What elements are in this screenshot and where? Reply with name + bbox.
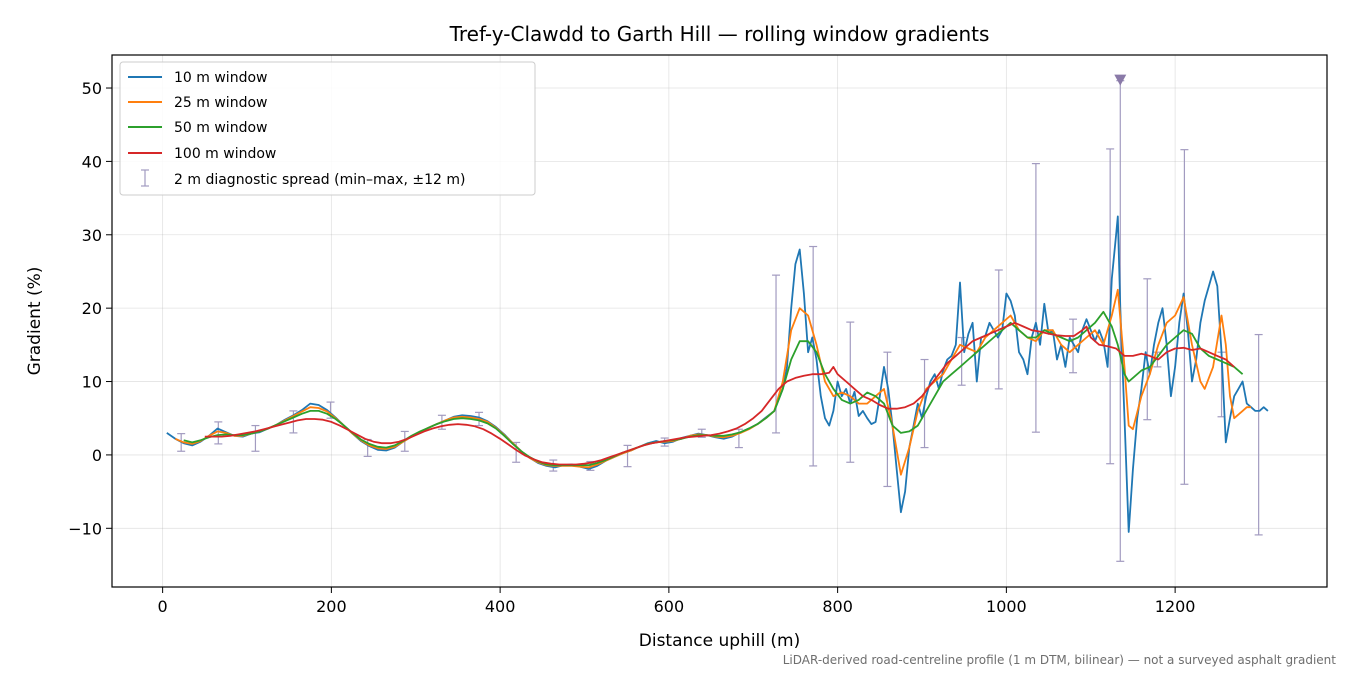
x-tick-label: 600 [654,597,685,616]
legend-label-100m: 100 m window [174,146,276,162]
errorbar [1143,278,1152,421]
chart-title: Tref-y-Clawdd to Garth Hill — rolling wi… [449,22,990,46]
errorbar [883,351,892,488]
errorbar [809,245,818,467]
y-tick-label: 0 [92,446,102,465]
errorbar [623,444,632,468]
x-ticks: 0 200 400 600 800 1000 1200 [158,587,1196,616]
peak-marker [1114,74,1127,86]
series-line-100m [204,321,1235,466]
errorbar [1180,149,1189,485]
x-tick-label: 400 [485,597,516,616]
y-tick-label: 40 [82,152,102,171]
legend-label-25m: 25 m window [174,95,267,111]
y-tick-label: 10 [82,373,102,392]
y-tick-label: 30 [82,226,102,245]
x-tick-label: 0 [158,597,168,616]
errorbar [1069,318,1078,374]
x-tick-label: 1200 [1155,597,1196,616]
y-tick-label: −10 [68,519,102,538]
legend-label-50m: 50 m window [174,120,267,136]
y-tick-label: 50 [82,79,102,98]
legend-label-10m: 10 m window [174,70,267,86]
marker-layer [1114,74,1127,86]
series-line-50m [183,310,1244,467]
series-layer [166,215,1269,533]
y-ticks: −10 0 10 20 30 40 50 [68,79,112,538]
legend-swatch-errorbar [141,169,149,187]
legend-box [119,61,536,196]
plot-frame [111,54,1328,588]
errorbar [1031,163,1040,433]
errorbar [1254,333,1263,536]
legend: 10 m window 25 m window 50 m window 100 … [119,61,536,196]
x-tick-label: 1000 [986,597,1027,616]
x-axis-label: Distance uphill (m) [639,631,800,651]
y-axis-label: Gradient (%) [25,267,45,376]
x-tick-label: 800 [822,597,853,616]
x-tick-label: 200 [316,597,347,616]
y-tick-label: 20 [82,299,102,318]
errorbar [214,421,223,445]
footnote: LiDAR-derived road-centreline profile (1… [783,653,1337,667]
errorbar [846,321,855,463]
legend-label-errorbar: 2 m diagnostic spread (min–max, ±12 m) [174,172,465,188]
errorbar [251,424,260,452]
